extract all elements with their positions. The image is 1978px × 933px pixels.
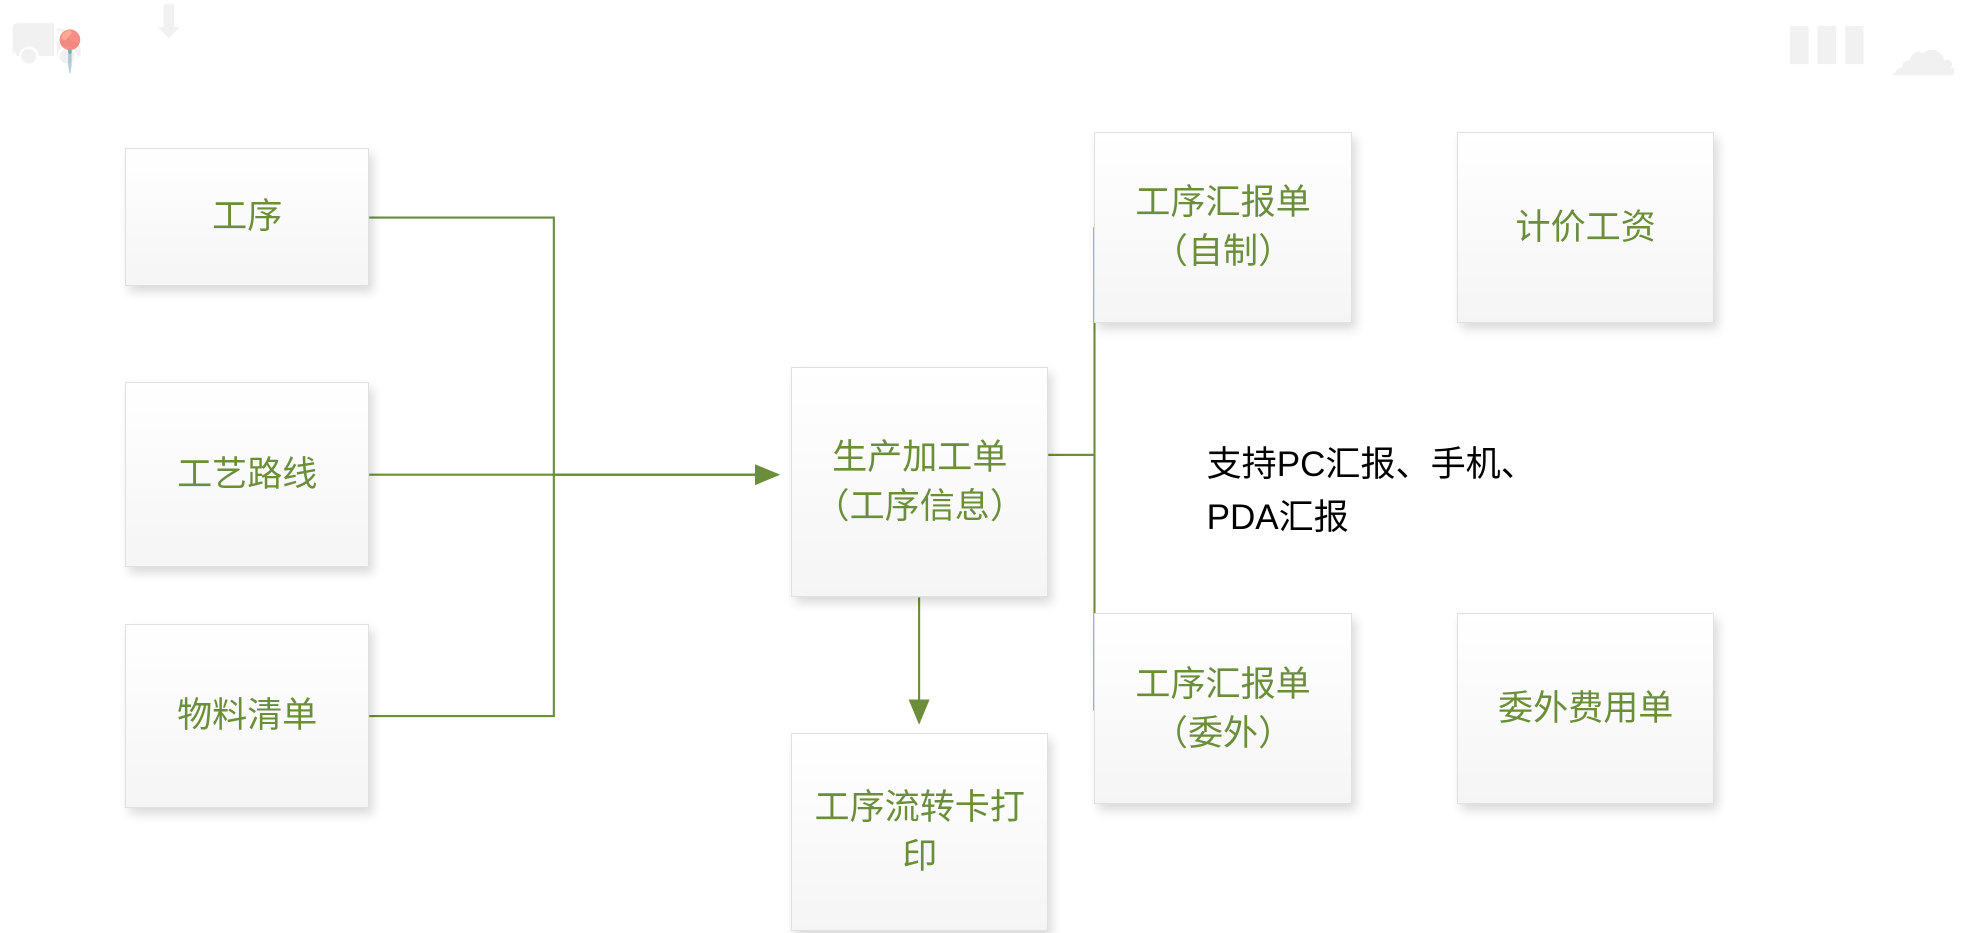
node-n9: 委外费用单 — [1457, 613, 1714, 804]
node-n3: 物料清单 — [125, 624, 369, 809]
bars-icon: ▮▮▮ — [1785, 12, 1868, 70]
node-n5: 工序流转卡打印 — [791, 733, 1048, 931]
node-label: 工艺路线 — [177, 450, 317, 499]
cloud-icon: ☁ — [1888, 10, 1958, 92]
node-label: 工序汇报单（委外） — [1105, 660, 1340, 758]
edge-n1-n4 — [369, 218, 778, 475]
annotation-text: 支持PC汇报、手机、PDA汇报 — [1207, 439, 1603, 544]
node-n1: 工序 — [125, 148, 369, 286]
pin-icon: 📍 — [45, 28, 95, 75]
download-icon: ⬇ — [150, 0, 188, 48]
node-label: 委外费用单 — [1498, 684, 1673, 733]
node-n2: 工艺路线 — [125, 382, 369, 567]
node-label: 生产加工单（工序信息） — [802, 433, 1037, 531]
edge-n3-n4 — [369, 475, 778, 716]
node-n7: 工序汇报单（委外） — [1094, 613, 1351, 804]
node-label: 计价工资 — [1516, 203, 1656, 252]
node-label: 物料清单 — [177, 691, 317, 740]
node-label: 工序 — [212, 192, 282, 241]
node-label: 工序汇报单（自制） — [1105, 178, 1340, 276]
node-n8: 计价工资 — [1457, 132, 1714, 323]
node-label: 工序流转卡打印 — [802, 783, 1037, 881]
node-n6: 工序汇报单（自制） — [1094, 132, 1351, 323]
node-n4: 生产加工单（工序信息） — [791, 367, 1048, 598]
